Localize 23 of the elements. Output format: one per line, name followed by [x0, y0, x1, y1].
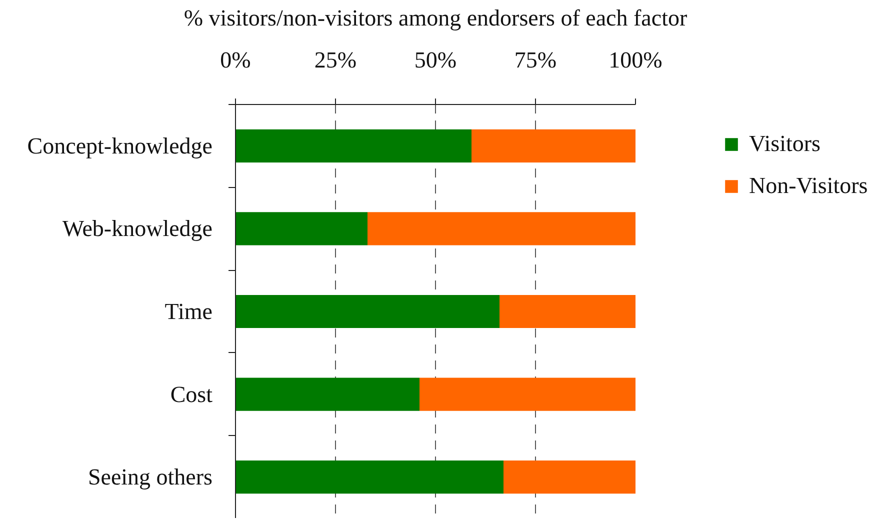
bar — [368, 212, 636, 246]
y-tick-label: Seeing others — [88, 464, 213, 490]
bar — [420, 378, 636, 411]
bar — [472, 129, 636, 162]
x-tick-label: 100% — [608, 48, 662, 72]
bar — [504, 460, 636, 494]
x-tick-label: 50% — [414, 48, 457, 72]
y-tick-label: Web-knowledge — [62, 216, 213, 242]
x-tick-label: 75% — [514, 48, 557, 72]
y-tick-label: Time — [164, 299, 213, 324]
bar — [236, 212, 368, 246]
x-tick-label: 25% — [314, 48, 357, 72]
bar — [236, 129, 472, 162]
bar — [236, 294, 500, 328]
bar — [236, 378, 420, 411]
bar — [236, 460, 504, 494]
y-tick-label: Cost — [170, 382, 214, 407]
x-axis-title: % visitors/non-visitors among endorsers of each factor — [184, 6, 688, 30]
bar — [500, 294, 636, 328]
legend-label: Non-Visitors — [749, 173, 868, 199]
y-tick-label: Concept-knowledge — [27, 133, 213, 158]
x-tick-label: 0% — [220, 48, 251, 72]
legend-label: Visitors — [749, 131, 820, 157]
